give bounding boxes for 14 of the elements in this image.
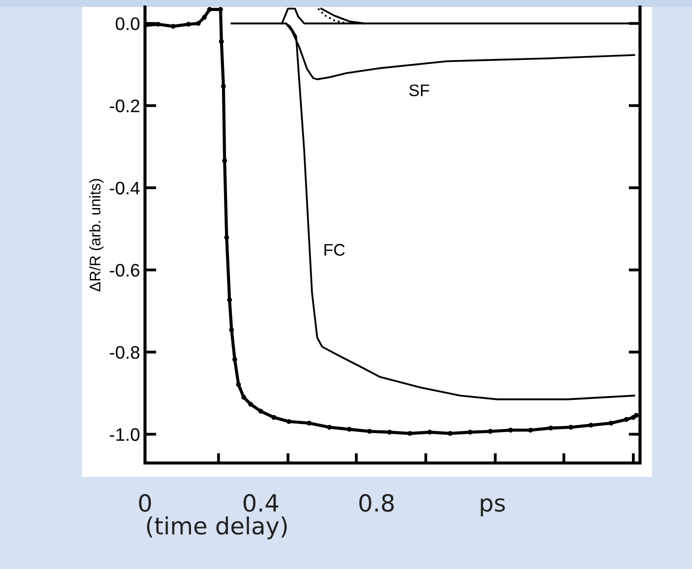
series-label: SF bbox=[409, 84, 430, 96]
y-tick-label: -0.4 bbox=[110, 182, 140, 194]
x-tick-label: 0.8 bbox=[359, 494, 394, 512]
y-tick-label: 0.0 bbox=[116, 17, 140, 30]
x-axis-title: (time delay) bbox=[147, 516, 287, 540]
y-tick-label: -1.0 bbox=[110, 428, 140, 441]
y-axis-title: ΔR/R (arb. units) bbox=[89, 179, 104, 292]
x-tick-label: ps bbox=[480, 498, 505, 516]
y-tick-label: -0.6 bbox=[110, 264, 140, 277]
x-tick-label: 0.4 bbox=[244, 494, 278, 512]
y-tick-label: -0.8 bbox=[110, 346, 140, 359]
series-label: FC bbox=[324, 244, 345, 256]
y-tick-label: -0.2 bbox=[110, 100, 140, 112]
x-tick-label: 0 bbox=[139, 494, 151, 512]
